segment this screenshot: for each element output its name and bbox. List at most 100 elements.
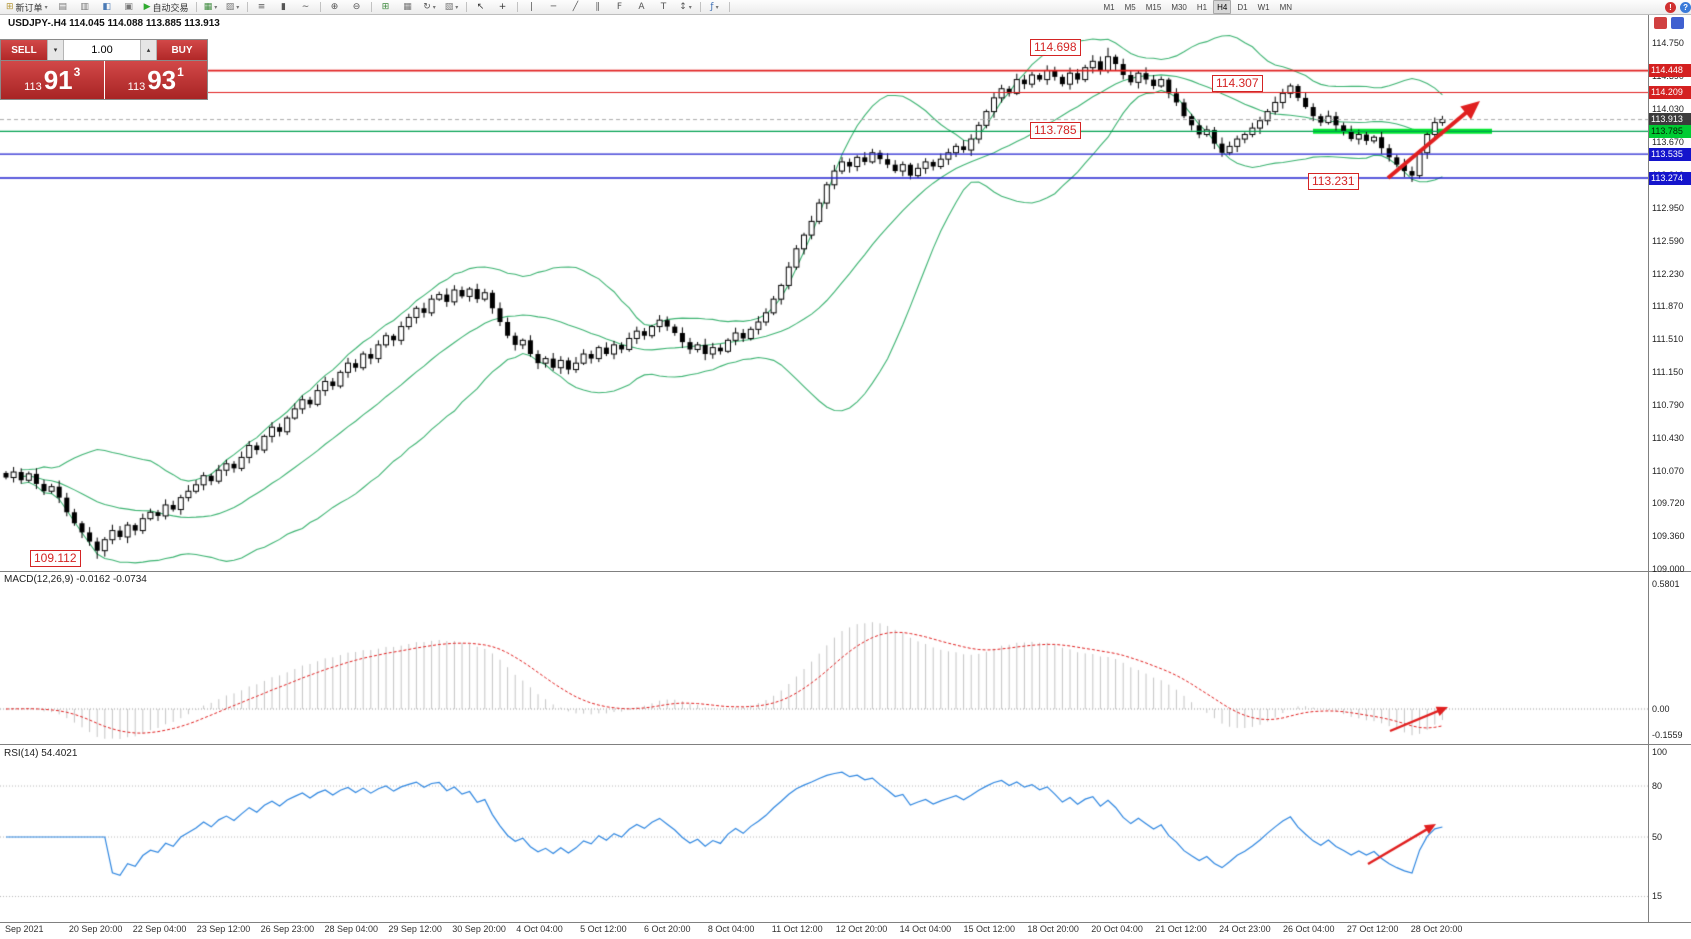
arrows-tool-icon[interactable]: ↕ ▾ xyxy=(676,0,696,14)
text-icon-icon: A xyxy=(638,2,645,12)
buy-price-sup: 1 xyxy=(177,65,184,79)
timeframe-m1[interactable]: M1 xyxy=(1103,2,1115,12)
navigator-icon[interactable]: ◧ xyxy=(97,0,117,14)
zoom-out-icon-icon: ⊖ xyxy=(352,2,361,12)
volume-decrease-button[interactable]: ▾ xyxy=(47,40,64,60)
templates-icon-icon: ▧ xyxy=(444,2,454,12)
rsi-indicator-label: RSI(14) 54.4021 xyxy=(4,748,78,759)
refresh-icon-icon: ↻ xyxy=(423,2,431,12)
cursor-icon-icon: ↖ xyxy=(476,2,485,12)
templates-icon[interactable]: ▧ ▾ xyxy=(442,0,462,14)
trendline-icon-icon: ╱ xyxy=(572,2,579,12)
zoom-in-icon[interactable]: ⊕ xyxy=(325,0,345,14)
macd-panel-canvas[interactable] xyxy=(0,572,1648,744)
macd-indicator-label: MACD(12,26,9) -0.0162 -0.0734 xyxy=(4,574,147,585)
dropdown-arrow-icon: ▾ xyxy=(214,4,218,11)
new-order-button-label: 新订单 xyxy=(15,2,43,13)
trendline-icon[interactable]: ╱ xyxy=(566,0,586,14)
sell-button[interactable]: SELL xyxy=(1,40,47,60)
autotrading-button-label: 自动交易 xyxy=(152,2,189,13)
one-click-trading-icon[interactable] xyxy=(1654,17,1667,29)
indicators-icon[interactable]: ƒ ▾ xyxy=(705,0,725,14)
market-watch-icon-icon: ▤ xyxy=(58,2,67,12)
arrows-tool-icon-icon: ↕ xyxy=(679,2,687,12)
indicators-icon-icon: ƒ xyxy=(710,2,714,12)
timeframe-h4[interactable]: H4 xyxy=(1213,0,1232,14)
timeframe-w1[interactable]: W1 xyxy=(1257,2,1270,12)
dropdown-arrow-icon: ▾ xyxy=(715,4,719,11)
new-order-icon: ⊞ xyxy=(6,2,14,12)
toolbar-separator xyxy=(195,2,197,12)
one-click-trade-panel: SELL ▾ 1.00 ▴ BUY 113 91 3 113 93 1 xyxy=(0,39,208,100)
auto-arrange-icon[interactable]: ▦ xyxy=(398,0,418,14)
buy-price-button[interactable]: 113 93 1 xyxy=(104,61,207,99)
label-icon[interactable]: T xyxy=(654,0,674,14)
dropdown-arrow-icon: ▾ xyxy=(432,4,436,11)
autotrading-button[interactable]: ▶ 自动交易 xyxy=(141,0,192,14)
channel-icon-icon: ∥ xyxy=(595,2,600,12)
depth-of-market-icon[interactable] xyxy=(1671,17,1684,29)
data-window-icon-icon: ▥ xyxy=(80,2,89,12)
new-order-button[interactable]: ⊞ 新订单 ▾ xyxy=(3,0,51,14)
market-watch-icon[interactable]: ▤ xyxy=(53,0,73,14)
tile-windows-icon[interactable]: ⊞ xyxy=(376,0,396,14)
toolbar: ⊞ 新订单 ▾ ▤ ▥ ◧ ▣ ▶ 自动交易 ▦ ▾ ▨ ▾ ≡ ▮ ∼ ⊕ ⊖ ⊞ ▦ ↻ ▾ ▧ ▾ ↖ + | ─ ╱ ∥ F A T ↕ ▾… xyxy=(0,0,1691,15)
sell-price-button[interactable]: 113 91 3 xyxy=(1,61,104,99)
timeframe-h1[interactable]: H1 xyxy=(1196,2,1208,12)
dropdown-arrow-icon: ▾ xyxy=(44,4,48,11)
timeframe-m5[interactable]: M5 xyxy=(1124,2,1136,12)
toolbar-separator xyxy=(728,2,730,12)
help-icon[interactable]: ? xyxy=(1680,1,1691,13)
volume-input[interactable]: 1.00 xyxy=(64,40,140,60)
line-chart-icon[interactable]: ∼ xyxy=(296,0,316,14)
candlestick-chart-icon-icon: ▮ xyxy=(281,2,286,12)
toolbar-separator xyxy=(370,2,372,12)
timeframe-m15[interactable]: M15 xyxy=(1145,2,1162,12)
panel-separator[interactable] xyxy=(0,571,1691,572)
buy-button[interactable]: BUY xyxy=(157,40,207,60)
vertical-line-icon[interactable]: | xyxy=(522,0,542,14)
profiles-icon-icon: ▨ xyxy=(225,2,235,12)
chevron-up-icon: ▴ xyxy=(146,47,151,54)
refresh-icon[interactable]: ↻ ▾ xyxy=(420,0,440,14)
new-chart-icon[interactable]: ▦ ▾ xyxy=(201,0,221,14)
fibonacci-icon-icon: F xyxy=(616,2,623,12)
timeframe-m30[interactable]: M30 xyxy=(1171,2,1187,12)
sell-price-big: 91 xyxy=(43,65,73,95)
text-icon[interactable]: A xyxy=(632,0,652,14)
cursor-icon[interactable]: ↖ xyxy=(471,0,491,14)
terminal-icon[interactable]: ▣ xyxy=(119,0,139,14)
main-chart-canvas[interactable] xyxy=(0,15,1648,571)
crosshair-icon[interactable]: + xyxy=(493,0,513,14)
sell-price-small: 113 xyxy=(24,81,42,93)
zoom-out-icon[interactable]: ⊖ xyxy=(347,0,367,14)
volume-increase-button[interactable]: ▴ xyxy=(140,40,157,60)
bar-chart-icon-icon: ≡ xyxy=(257,2,266,12)
toolbar-separator xyxy=(319,2,321,12)
time-axis[interactable] xyxy=(0,922,1691,939)
horizontal-line-icon[interactable]: ─ xyxy=(544,0,564,14)
toolbar-separator xyxy=(246,2,248,12)
candlestick-chart-icon[interactable]: ▮ xyxy=(274,0,294,14)
panel-separator[interactable] xyxy=(0,744,1691,745)
buy-price-big: 93 xyxy=(147,65,177,95)
rsi-panel-canvas[interactable] xyxy=(0,745,1648,922)
timeframe-mn[interactable]: MN xyxy=(1279,2,1293,12)
toolbar-separator xyxy=(516,2,518,12)
channel-icon[interactable]: ∥ xyxy=(588,0,608,14)
bar-chart-icon[interactable]: ≡ xyxy=(252,0,272,14)
chart-title: USDJPY-.H4 114.045 114.088 113.885 113.9… xyxy=(8,18,220,29)
toolbar-separator xyxy=(699,2,701,12)
profiles-icon[interactable]: ▨ ▾ xyxy=(223,0,243,14)
tile-windows-icon-icon: ⊞ xyxy=(381,2,390,12)
timeframe-d1[interactable]: D1 xyxy=(1237,2,1248,12)
autotrading-icon: ▶ xyxy=(143,2,151,12)
new-chart-icon-icon: ▦ xyxy=(203,2,213,12)
data-window-icon[interactable]: ▥ xyxy=(75,0,95,14)
alert-icon[interactable]: ! xyxy=(1665,1,1677,13)
terminal-icon-icon: ▣ xyxy=(124,2,133,12)
fibonacci-icon[interactable]: F xyxy=(610,0,630,14)
buy-price-small: 113 xyxy=(127,81,146,93)
price-axis[interactable] xyxy=(1648,15,1691,922)
